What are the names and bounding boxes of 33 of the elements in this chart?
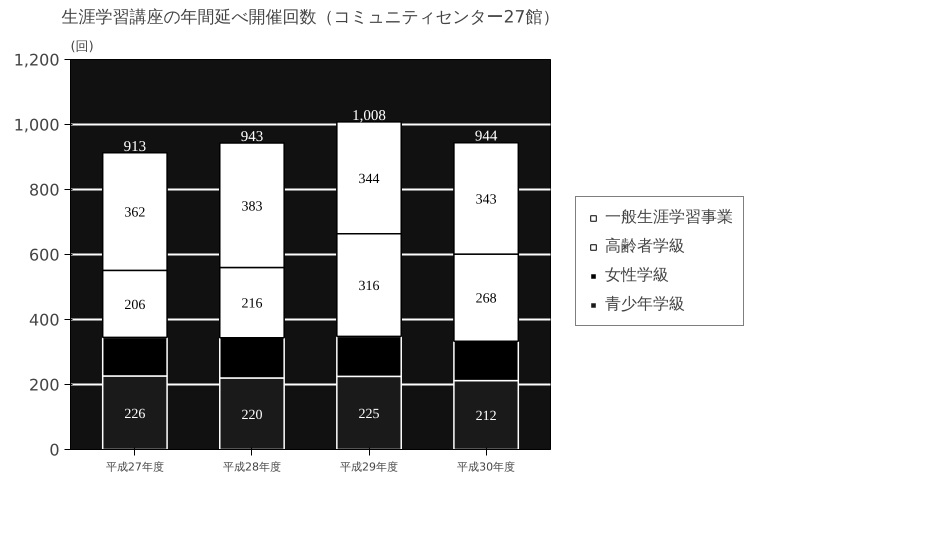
x-tick-label: 平成28年度 bbox=[222, 460, 281, 474]
total-label: 944 bbox=[474, 128, 498, 145]
data-label: 212 bbox=[476, 409, 497, 424]
total-label: 943 bbox=[240, 129, 264, 146]
legend-label: 青少年学級 bbox=[605, 294, 685, 315]
x-tick-label: 平成30年度 bbox=[457, 460, 516, 474]
y-tick-label: 800 bbox=[28, 180, 60, 200]
data-label: 206 bbox=[124, 298, 146, 313]
total-label: 1,008 bbox=[352, 108, 386, 124]
legend-label: 高齢者学級 bbox=[605, 236, 685, 257]
legend-label: 一般生涯学習事業 bbox=[605, 207, 733, 228]
data-label: 226 bbox=[124, 406, 146, 422]
y-axis-title: (回) bbox=[70, 40, 94, 54]
total-label: 913 bbox=[124, 138, 146, 155]
y-tick-label: 600 bbox=[28, 246, 60, 264]
y-tick-label: 1,200 bbox=[14, 50, 60, 70]
data-label: 225 bbox=[358, 406, 380, 422]
data-label: 268 bbox=[476, 292, 497, 307]
x-tick-label: 平成29年度 bbox=[340, 460, 398, 474]
chart-title: 生涯学習講座の年間延べ開催回数（コミュニティセンター27館） bbox=[62, 8, 560, 28]
data-label: 343 bbox=[476, 192, 497, 208]
x-tick-label: 平成27年度 bbox=[106, 460, 164, 474]
data-label: 216 bbox=[241, 296, 262, 312]
legend-label: 女性学級 bbox=[605, 265, 669, 286]
y-tick-label: 200 bbox=[28, 376, 60, 394]
data-label: 220 bbox=[241, 408, 262, 423]
data-label: 362 bbox=[124, 206, 146, 221]
y-tick-label: 400 bbox=[28, 310, 60, 330]
data-label: 316 bbox=[358, 279, 380, 294]
y-tick-label: 1,000 bbox=[14, 116, 60, 134]
data-label: 383 bbox=[241, 199, 262, 214]
y-tick-label: 0 bbox=[49, 440, 60, 460]
data-label: 344 bbox=[358, 172, 380, 187]
